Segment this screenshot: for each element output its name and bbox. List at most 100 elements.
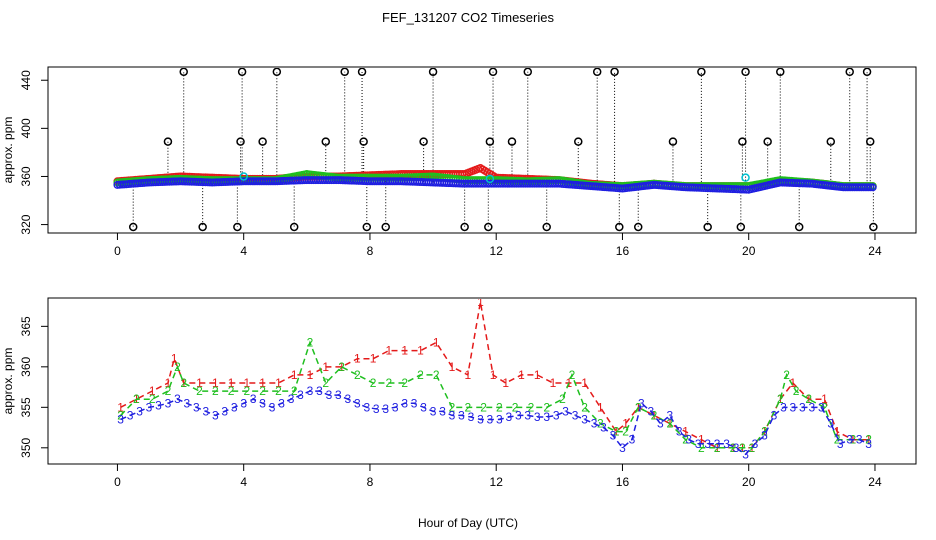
series-2-marker: 2 — [635, 400, 642, 414]
series-1-marker: 1 — [180, 376, 187, 390]
series-1-marker: 1 — [386, 344, 393, 358]
x-tick-label: 16 — [616, 475, 630, 489]
series-2-marker: 2 — [793, 384, 800, 398]
y-axis-title: approx. ppm — [1, 348, 15, 415]
series-3-marker: 3 — [127, 408, 134, 422]
series-3-marker: 3 — [278, 396, 285, 410]
series-1-marker: 1 — [212, 376, 219, 390]
series-3-marker: 3 — [496, 412, 503, 426]
series-2-marker: 2 — [749, 441, 756, 455]
series-2-marker: 2 — [496, 400, 503, 414]
series-1-marker: 1 — [790, 376, 797, 390]
series-3-marker: 3 — [695, 437, 702, 451]
spike-point — [869, 222, 878, 232]
x-tick-label: 12 — [490, 244, 504, 258]
spike-point — [862, 68, 872, 77]
series-3-marker: 3 — [401, 396, 408, 410]
series-2-marker: 2 — [354, 368, 361, 382]
series-1-marker: 1 — [275, 376, 282, 390]
series-3-marker: 3 — [742, 447, 749, 461]
series-1-marker: 1 — [171, 352, 178, 366]
series-3-marker: 3 — [837, 437, 844, 451]
series-3-marker: 3 — [827, 417, 834, 431]
series-1-marker: 1 — [518, 368, 525, 382]
series-3-marker: 3 — [382, 402, 389, 416]
series-3-marker: 3 — [449, 408, 456, 422]
series-2-marker: 2 — [739, 441, 746, 455]
series-2-marker: 2 — [338, 360, 345, 374]
series-3-marker: 3 — [524, 408, 531, 422]
series-3-marker: 3 — [553, 408, 560, 422]
series-3-marker: 3 — [288, 392, 295, 406]
spike-point — [776, 68, 785, 77]
series-3-marker: 3 — [411, 396, 418, 410]
series-1-marker: 1 — [534, 368, 541, 382]
series-3-marker: 3 — [638, 396, 645, 410]
spike-point — [845, 68, 854, 77]
series-1-marker: 1 — [417, 344, 424, 358]
series-3-marker: 3 — [307, 384, 314, 398]
spike-point — [488, 68, 498, 77]
series-3-marker: 3 — [477, 412, 484, 426]
series-2-marker: 2 — [275, 384, 282, 398]
series-2-marker: 2 — [180, 376, 187, 390]
series-2-marker: 2 — [805, 392, 812, 406]
x-tick-label: 0 — [114, 244, 121, 258]
series-2-marker: 2 — [512, 400, 519, 414]
spike-point — [736, 222, 746, 232]
series-2-marker: 2 — [433, 368, 440, 382]
series-1-marker: 1 — [805, 392, 812, 406]
series-2-marker: 2 — [386, 376, 393, 390]
spike-point — [237, 68, 247, 77]
series-1-marker: 1 — [370, 352, 377, 366]
series-3-marker: 3 — [269, 400, 276, 414]
series-3-marker: 3 — [259, 396, 266, 410]
spike-point — [357, 68, 367, 77]
series-1-marker: 1 — [165, 376, 172, 390]
x-tick-label: 12 — [490, 475, 504, 489]
series-1-marker: 1 — [259, 376, 266, 390]
series-1-marker: 1 — [228, 376, 235, 390]
spike-point — [258, 137, 267, 146]
spike-point — [741, 68, 750, 77]
spike-point — [128, 222, 138, 232]
series-3-marker: 3 — [666, 408, 673, 422]
spike-point — [703, 222, 712, 232]
series-3-marker: 3 — [790, 400, 797, 414]
series-3-marker: 3 — [562, 404, 569, 418]
plot-frame — [47, 66, 917, 234]
series-1-marker: 1 — [682, 425, 689, 439]
spike-point — [574, 137, 583, 146]
series-3-marker: 3 — [572, 408, 579, 422]
series-1-marker: 1 — [502, 376, 509, 390]
series-2-marker: 2 — [174, 360, 181, 374]
spike-point — [272, 68, 282, 77]
spike-point — [362, 222, 372, 232]
series-1-marker: 1 — [401, 344, 408, 358]
series-3-marker: 3 — [487, 412, 494, 426]
series-2-marker: 2 — [244, 384, 251, 398]
x-tick-label: 8 — [367, 475, 374, 489]
series-2-marker: 2 — [212, 384, 219, 398]
series-3-marker: 3 — [581, 412, 588, 426]
series-2-marker: 2 — [370, 376, 377, 390]
series-4-point — [239, 172, 248, 181]
spike-point — [592, 68, 602, 77]
spike-point — [289, 222, 299, 232]
series-1-marker: 1 — [291, 368, 298, 382]
spike-point — [460, 222, 469, 232]
y-tick-label: 360 — [19, 166, 33, 186]
series-2-marker: 2 — [865, 433, 872, 447]
spike-point — [523, 68, 533, 77]
series-3-marker: 3 — [297, 388, 304, 402]
spike-point — [507, 137, 517, 146]
series-1-marker: 1 — [777, 392, 784, 406]
spike-point — [615, 222, 624, 232]
panel-1: 0 4 8 12 16 20 24 320 360 400 440 approx. ppm — [1, 66, 917, 258]
spike-point — [668, 137, 678, 146]
series-3-marker: 3 — [231, 400, 238, 414]
x-tick-label: 8 — [367, 244, 374, 258]
series-2-marker: 2 — [783, 368, 790, 382]
